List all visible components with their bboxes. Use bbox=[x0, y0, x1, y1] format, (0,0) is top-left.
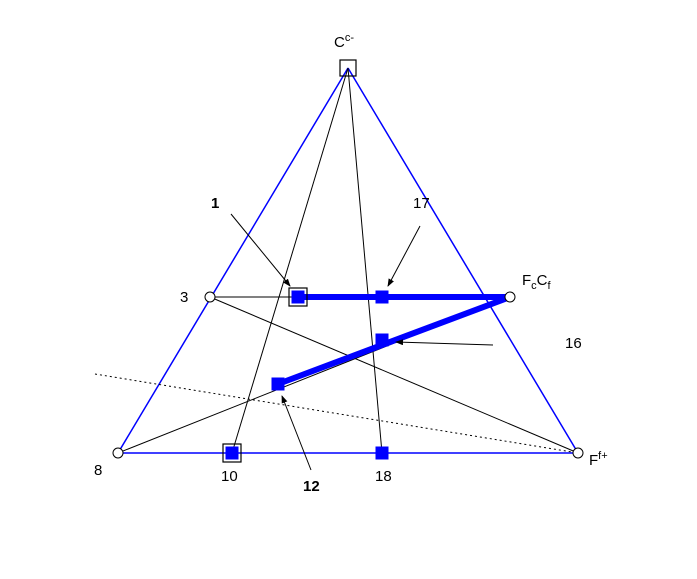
label-10: 10 bbox=[221, 468, 238, 485]
label-17: 17 bbox=[413, 195, 430, 212]
label-16: 16 bbox=[565, 335, 582, 352]
label-FcCf: FcCf bbox=[522, 272, 551, 292]
label-12: 12 bbox=[303, 478, 320, 495]
label-apex: Cc- bbox=[334, 32, 354, 51]
label-3: 3 bbox=[180, 289, 188, 306]
label-Ff: Ff+ bbox=[589, 450, 608, 469]
label-1: 1 bbox=[211, 195, 219, 212]
ternary-diagram bbox=[0, 0, 697, 579]
label-8: 8 bbox=[94, 462, 102, 479]
label-18: 18 bbox=[375, 468, 392, 485]
